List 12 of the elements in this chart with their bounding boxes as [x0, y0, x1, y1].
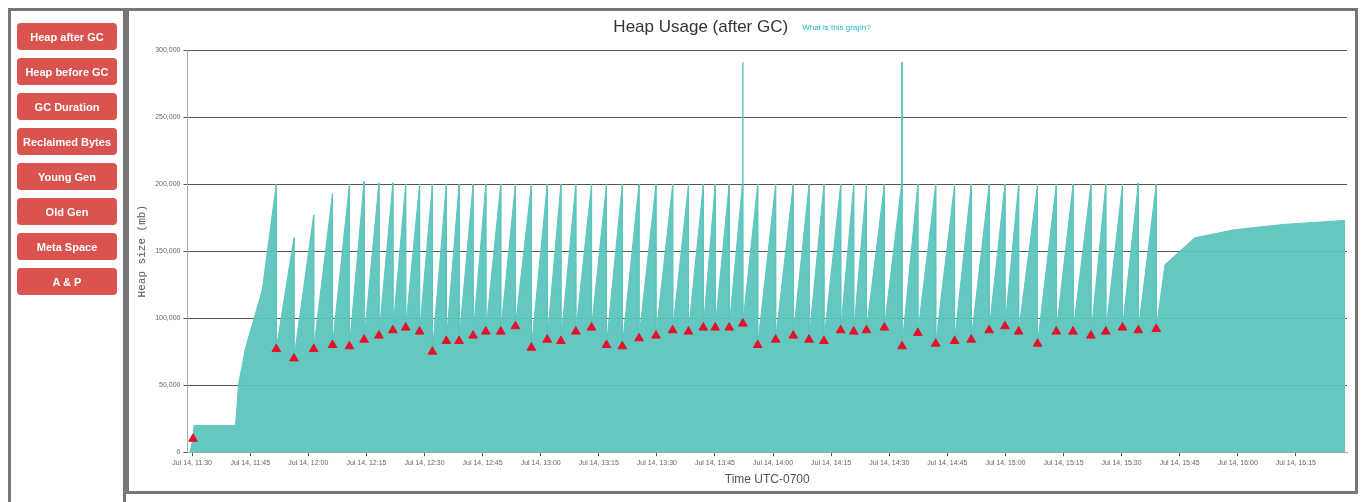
y-axis-title: Heap size (mb) [135, 204, 148, 298]
text: Young Gen [17, 163, 117, 190]
text: Heap before GC [17, 58, 117, 85]
text: Meta Space [17, 233, 117, 260]
text: Heap after GC [17, 23, 117, 50]
chart-title: Heap Usage (after GC) [613, 17, 789, 36]
text: A & P [17, 268, 117, 295]
x-axis-title: Time UTC-0700 [724, 472, 811, 487]
text: GC Duration [17, 93, 117, 120]
text: What is this graph? [802, 23, 871, 33]
text: Reclaimed Bytes [17, 128, 117, 155]
text: Old Gen [17, 198, 117, 225]
